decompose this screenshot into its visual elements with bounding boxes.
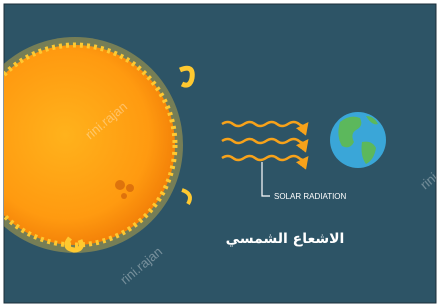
earth xyxy=(330,112,386,168)
illustration: SOLAR RADIATION الاشعاع الشمسي rini.raja… xyxy=(0,0,440,307)
arabic-caption: الاشعاع الشمسي xyxy=(226,231,345,247)
page: SOLAR RADIATION الاشعاع الشمسي rini.raja… xyxy=(0,0,440,307)
radiation-label: SOLAR RADIATION xyxy=(274,192,347,201)
